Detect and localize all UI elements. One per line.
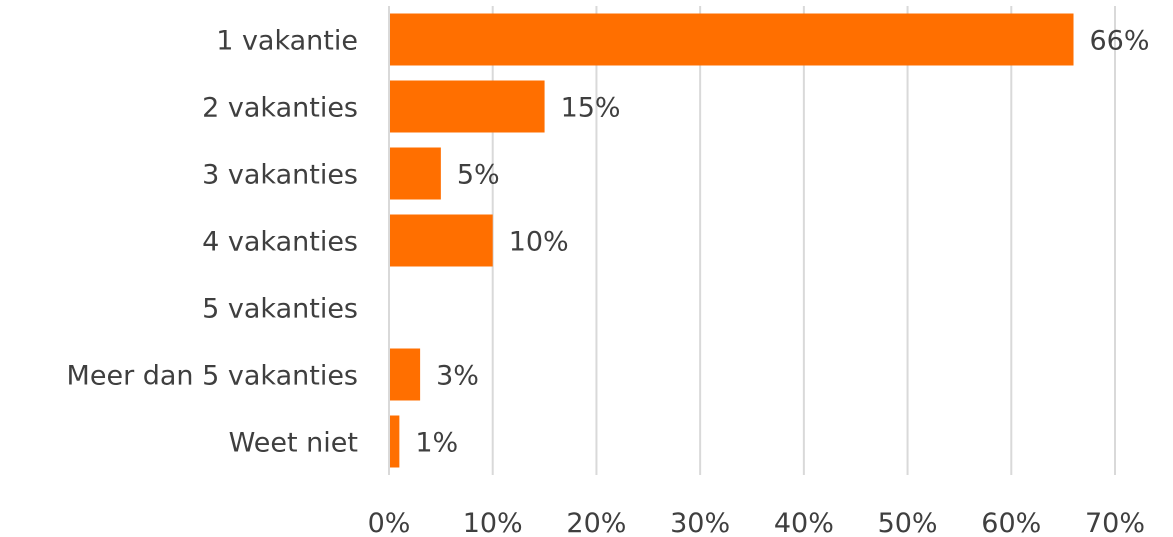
x-tick-label-50pct: 50% (878, 508, 938, 537)
data-label-meer-dan-5-vakanties: 3% (436, 361, 479, 392)
bar-1-vakantie (390, 13, 1074, 66)
category-label-5-vakanties: 5 vakanties (202, 294, 358, 325)
bar-4-vakanties (390, 214, 493, 267)
x-tick-label-10pct: 10% (463, 508, 523, 537)
x-tick-label-60pct: 60% (981, 508, 1041, 537)
bar-meer-dan-5-vakanties (390, 348, 421, 401)
data-label-1-vakantie: 66% (1090, 26, 1150, 57)
data-label-4-vakanties: 10% (509, 227, 569, 258)
bar-weet-niet (390, 415, 400, 468)
data-label-3-vakanties: 5% (457, 160, 500, 191)
data-label-2-vakanties: 15% (561, 93, 621, 124)
category-label-weet-niet: Weet niet (229, 428, 358, 459)
x-tick-label-40pct: 40% (774, 508, 834, 537)
gridlines (388, 6, 1116, 475)
data-labels: 66% 15% 5% 10% 3% 1% (415, 26, 1149, 459)
data-label-weet-niet: 1% (415, 428, 458, 459)
bars (390, 13, 1074, 468)
category-label-2-vakanties: 2 vakanties (202, 93, 358, 124)
x-tick-label-70pct: 70% (1085, 508, 1145, 537)
bar-3-vakanties (390, 147, 441, 200)
category-label-4-vakanties: 4 vakanties (202, 227, 358, 258)
x-tick-labels: 0% 10% 20% 30% 40% 50% 60% 70% (368, 508, 1145, 537)
x-tick-label-0pct: 0% (368, 508, 411, 537)
category-label-meer-dan-5-vakanties: Meer dan 5 vakanties (67, 361, 358, 392)
bar-2-vakanties (390, 80, 545, 133)
x-tick-label-20pct: 20% (566, 508, 626, 537)
x-tick-label-30pct: 30% (670, 508, 730, 537)
category-label-3-vakanties: 3 vakanties (202, 160, 358, 191)
category-labels: 1 vakantie 2 vakanties 3 vakanties 4 vakant… (67, 26, 358, 459)
category-label-1-vakantie: 1 vakantie (216, 26, 358, 57)
